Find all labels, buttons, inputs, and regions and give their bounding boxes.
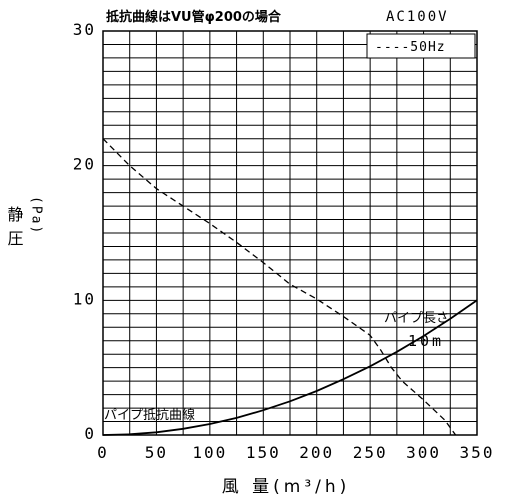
plot-frame	[102, 30, 478, 436]
series-line-50hz	[102, 138, 457, 436]
y-axis-label-unit: (Pa)	[29, 196, 44, 235]
grid	[103, 31, 477, 435]
pipe-length-value: 10m	[408, 332, 444, 350]
y-tick-label: 10	[73, 289, 96, 308]
x-axis-label: 風 量(m³/h)	[222, 477, 351, 497]
y-tick-label: 20	[73, 155, 96, 174]
y-tick-labels: 0 10 20 30	[73, 20, 96, 443]
x-tick-label: 100	[192, 443, 227, 462]
legend-box	[366, 33, 476, 59]
x-tick-label: 300	[406, 443, 441, 462]
chart-title: 抵抗曲線はVU管φ200の場合	[106, 9, 282, 25]
x-tick-labels: 0 50 100 150 200 250 300 350	[97, 443, 495, 462]
resistance-curve-label: パイプ抵抗曲線	[104, 407, 195, 423]
x-tick-label: 150	[246, 443, 281, 462]
x-tick-label: 350	[460, 443, 495, 462]
legend-label: ----50Hz	[375, 40, 446, 55]
x-tick-label: 0	[97, 443, 109, 462]
series-layer	[102, 138, 478, 436]
y-tick-label: 0	[84, 424, 96, 443]
series-line-pipe-resistance	[102, 299, 478, 436]
voltage-label: AC100V	[386, 9, 449, 25]
x-tick-label: 250	[353, 443, 388, 462]
x-tick-label: 200	[299, 443, 334, 462]
pipe-length-label: パイプ長さ	[384, 311, 449, 326]
y-axis-label-main: 静圧	[5, 206, 24, 254]
x-tick-label: 50	[145, 443, 168, 462]
y-tick-label: 30	[73, 20, 96, 39]
